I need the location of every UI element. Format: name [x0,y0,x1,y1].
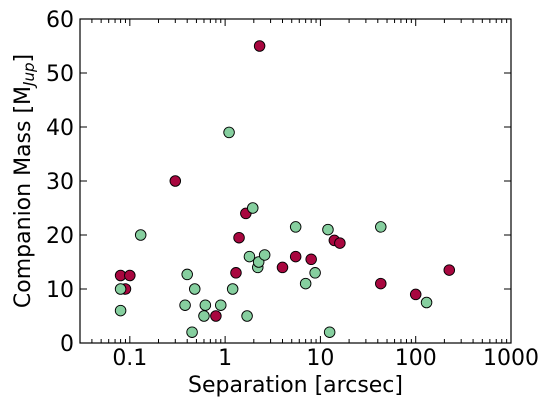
data-point-series-2 [179,299,191,311]
data-point-series-1 [169,175,182,187]
data-point-series-2 [289,221,302,233]
data-point-series-2 [323,326,336,338]
data-point-series-2 [114,283,127,295]
data-point-series-1 [305,253,317,266]
data-point-series-1 [375,277,387,290]
x-tick-label: 0.1 [112,346,147,371]
data-point-series-2 [243,250,256,263]
x-axis-title: Separation [arcsec] [188,373,403,398]
data-point-series-2 [114,304,127,317]
ticks-layer: 0.1 1 10 100 1000 0 10 20 30 40 50 60 [46,8,539,371]
data-point-series-2 [309,267,321,279]
y-axis-title-subscript: Jup [20,63,38,89]
data-point-series-1 [124,269,136,282]
data-point-series-1 [210,310,222,322]
data-point-series-1 [443,264,456,276]
y-tick-label: 10 [46,278,74,303]
y-axis-title-close: ] [11,54,36,63]
data-point-series-1 [253,40,266,52]
y-tick-label: 30 [46,170,74,195]
data-point-series-2 [241,310,253,322]
data-point-series-1 [230,267,242,279]
data-point-series-2 [181,268,193,281]
data-point-series-2 [247,202,259,214]
x-tick-label: 1 [218,346,232,371]
data-point-series-2 [420,296,433,309]
y-axis-title: Companion Mass [MJup] [11,54,38,308]
data-point-series-2 [299,277,312,290]
data-point-series-1 [233,231,245,244]
y-tick-label: 60 [46,8,74,33]
data-point-series-2 [322,223,334,236]
x-tick-label: 10 [306,346,334,371]
plot-frame [79,18,512,344]
data-point-series-1 [289,250,302,263]
data-point-series-1 [334,237,346,249]
x-tick-label: 100 [395,346,437,371]
data-point-series-2 [186,326,198,338]
data-point-series-1 [409,288,422,301]
data-point-series-2 [199,299,212,311]
y-tick-label: 0 [60,332,74,357]
y-tick-label: 50 [46,62,74,87]
y-axis-title-main: Companion Mass [M [11,86,36,308]
data-point-series-2 [134,229,147,241]
data-point-series-2 [223,126,235,139]
data-point-series-2 [375,221,387,233]
x-tick-label: 1000 [483,346,539,371]
y-tick-label: 40 [46,116,74,141]
y-tick-label: 20 [46,224,74,249]
data-point-series-2 [226,283,239,295]
data-point-series-2 [258,249,271,261]
data-point-series-2 [188,283,201,295]
data-point-series-2 [198,310,210,322]
data-point-series-1 [276,261,289,274]
data-point-series-2 [215,299,227,311]
points-layer [114,40,456,338]
